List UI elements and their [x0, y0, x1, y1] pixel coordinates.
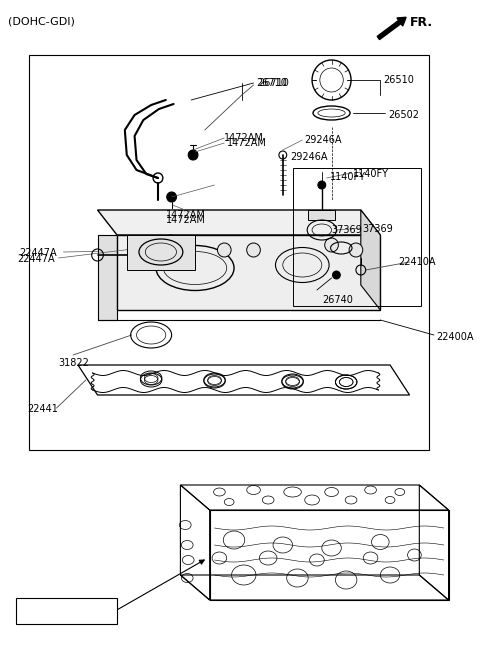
Text: 1472AM: 1472AM: [227, 138, 267, 148]
Circle shape: [247, 243, 260, 257]
Circle shape: [333, 271, 340, 279]
Polygon shape: [97, 210, 380, 235]
Bar: [29, 55, 429, 450]
Text: FR.: FR.: [409, 16, 432, 29]
Polygon shape: [97, 235, 117, 320]
Circle shape: [167, 192, 177, 202]
Text: 22447A: 22447A: [18, 254, 55, 264]
Text: 26710: 26710: [258, 78, 289, 88]
Text: 29246A: 29246A: [304, 135, 342, 145]
Circle shape: [217, 243, 231, 257]
Text: 22410A: 22410A: [398, 257, 435, 267]
Text: 1472AM: 1472AM: [166, 215, 205, 225]
Text: 26710: 26710: [256, 78, 288, 88]
Circle shape: [164, 221, 172, 229]
Text: 1140FY: 1140FY: [353, 169, 389, 179]
Circle shape: [325, 238, 338, 252]
Text: 26510: 26510: [383, 75, 414, 85]
Text: 22441: 22441: [27, 404, 58, 414]
Text: 22400A: 22400A: [436, 332, 473, 342]
Text: REF. 20-221B: REF. 20-221B: [22, 604, 86, 614]
Circle shape: [140, 241, 153, 255]
FancyBboxPatch shape: [16, 598, 117, 624]
Circle shape: [164, 235, 178, 249]
Bar: [292, 168, 421, 306]
Text: 37369: 37369: [332, 225, 362, 235]
Text: 31822: 31822: [59, 358, 89, 368]
Text: (DOHC-GDI): (DOHC-GDI): [8, 16, 75, 26]
Text: 26740: 26740: [322, 295, 353, 305]
Circle shape: [349, 243, 363, 257]
Text: 1472AM: 1472AM: [166, 210, 205, 220]
Polygon shape: [361, 210, 380, 310]
Polygon shape: [127, 235, 195, 270]
Text: 22447A: 22447A: [20, 248, 57, 258]
Text: 26502: 26502: [388, 110, 419, 120]
Circle shape: [318, 181, 326, 189]
Text: 29246A: 29246A: [290, 152, 328, 162]
Circle shape: [188, 150, 198, 160]
Polygon shape: [308, 210, 336, 220]
Polygon shape: [117, 235, 380, 310]
Text: 1472AM: 1472AM: [224, 133, 264, 143]
Text: 37369: 37369: [363, 224, 394, 234]
Text: 1140FY: 1140FY: [330, 172, 366, 182]
FancyArrow shape: [377, 17, 406, 40]
